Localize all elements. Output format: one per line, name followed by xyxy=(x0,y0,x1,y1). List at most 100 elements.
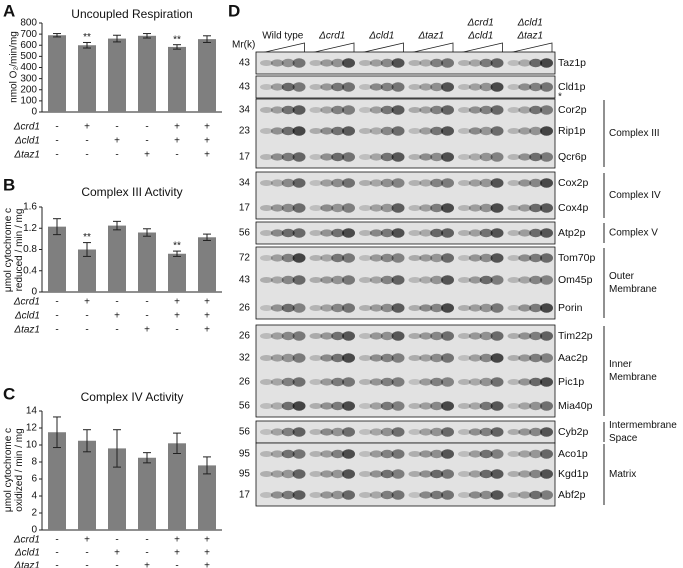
band xyxy=(490,152,504,162)
protein-label: Porin xyxy=(558,302,583,314)
band xyxy=(490,401,504,411)
band xyxy=(490,449,504,459)
band xyxy=(430,82,444,92)
band xyxy=(369,402,383,410)
band xyxy=(270,378,284,386)
band xyxy=(309,277,323,283)
band xyxy=(441,490,454,500)
band xyxy=(359,255,372,261)
bar xyxy=(48,35,66,112)
error-bar xyxy=(83,41,91,49)
band xyxy=(380,275,394,285)
protein-label: Cyb2p xyxy=(558,426,589,438)
band xyxy=(507,429,521,435)
lane-label: Δcrd1 xyxy=(318,31,345,42)
band xyxy=(380,377,394,387)
band xyxy=(441,203,454,213)
band xyxy=(270,127,284,135)
condition-sign: - xyxy=(85,136,88,147)
band xyxy=(260,492,273,498)
band xyxy=(292,469,306,479)
band xyxy=(540,377,553,387)
band xyxy=(331,353,345,363)
blot-strip xyxy=(255,324,556,418)
lane-label: Δtaz1 xyxy=(417,31,444,42)
significance: ** xyxy=(173,34,181,45)
protein-label: Aco1p xyxy=(558,448,588,460)
band xyxy=(490,126,504,136)
band xyxy=(430,331,444,341)
band xyxy=(408,492,422,498)
lane-label: Wild type xyxy=(262,31,304,42)
band xyxy=(479,152,493,162)
band xyxy=(441,82,454,92)
band xyxy=(540,228,553,238)
band xyxy=(380,253,394,263)
band xyxy=(260,180,273,186)
band xyxy=(260,84,273,90)
band xyxy=(507,333,521,339)
mw-label: 43 xyxy=(239,82,251,93)
band xyxy=(458,60,471,66)
band xyxy=(359,60,372,66)
band xyxy=(468,153,482,161)
band xyxy=(430,253,444,263)
condition-sign: + xyxy=(114,136,120,147)
band xyxy=(430,449,444,459)
band xyxy=(380,152,394,162)
band xyxy=(380,353,394,363)
band xyxy=(369,153,383,161)
band xyxy=(270,402,284,410)
band xyxy=(419,127,433,135)
band xyxy=(359,107,372,113)
blot-strip xyxy=(255,98,556,169)
band xyxy=(320,470,334,478)
y-tick-label: 6 xyxy=(31,474,37,485)
band xyxy=(458,429,471,435)
band xyxy=(419,153,433,161)
band xyxy=(270,276,284,284)
band xyxy=(490,353,504,363)
band xyxy=(369,106,383,114)
band xyxy=(441,275,454,285)
band xyxy=(391,105,405,115)
condition-label: Δcld1 xyxy=(14,136,40,147)
band xyxy=(529,275,543,285)
band xyxy=(518,332,532,340)
band xyxy=(331,105,345,115)
band xyxy=(518,83,532,91)
band xyxy=(391,152,405,162)
band xyxy=(408,305,422,311)
band xyxy=(380,203,394,213)
band xyxy=(441,427,454,437)
band xyxy=(490,427,504,437)
band xyxy=(529,203,543,213)
error-bar xyxy=(83,429,91,453)
y-tick-label: 4 xyxy=(31,491,37,502)
band xyxy=(320,332,334,340)
band xyxy=(270,332,284,340)
band xyxy=(518,59,532,67)
blot-strip xyxy=(255,221,556,245)
band xyxy=(507,355,521,361)
band xyxy=(369,491,383,499)
y-tick-label: 400 xyxy=(20,62,37,73)
band xyxy=(260,277,273,283)
protein-label: Rip1p xyxy=(558,125,586,137)
bar xyxy=(198,39,216,112)
y-tick-label: 0 xyxy=(31,525,37,536)
y-axis-label: oxidized / min / mg xyxy=(14,428,25,511)
band xyxy=(292,82,306,92)
band xyxy=(281,469,295,479)
y-tick-label: 12 xyxy=(26,423,38,434)
band xyxy=(540,427,553,437)
band xyxy=(529,303,543,313)
band xyxy=(281,377,295,387)
protein-label: Aac2p xyxy=(558,352,588,364)
band xyxy=(270,304,284,312)
band xyxy=(270,254,284,262)
band xyxy=(468,378,482,386)
condition-sign: + xyxy=(174,122,180,133)
band xyxy=(342,253,355,263)
band xyxy=(309,305,323,311)
